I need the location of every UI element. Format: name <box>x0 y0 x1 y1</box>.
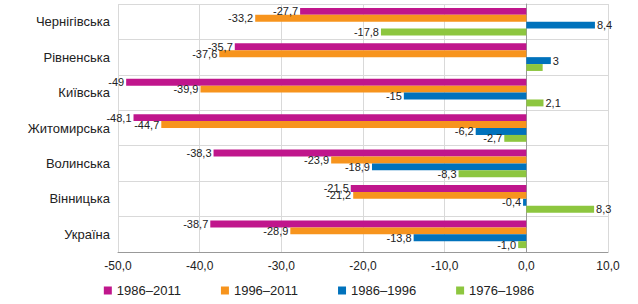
svg-text:1986–2011: 1986–2011 <box>117 283 181 298</box>
svg-text:-15: -15 <box>386 90 402 102</box>
svg-text:-18,9: -18,9 <box>345 161 370 173</box>
svg-text:-38,7: -38,7 <box>183 218 208 230</box>
svg-text:-38,3: -38,3 <box>186 147 211 159</box>
svg-text:-10,0: -10,0 <box>431 259 459 273</box>
svg-text:-21,2: -21,2 <box>326 189 351 201</box>
svg-text:-28,9: -28,9 <box>263 225 288 237</box>
svg-text:-44,7: -44,7 <box>134 119 159 131</box>
svg-text:-13,8: -13,8 <box>387 232 412 244</box>
svg-text:Україна: Україна <box>64 227 111 242</box>
svg-text:Житомирська: Житомирська <box>28 121 111 136</box>
svg-text:-23,9: -23,9 <box>304 154 329 166</box>
svg-text:-49: -49 <box>108 76 124 88</box>
svg-text:-37,6: -37,6 <box>192 48 217 60</box>
svg-text:1976–1986: 1976–1986 <box>469 283 534 298</box>
svg-text:-1,0: -1,0 <box>497 239 516 251</box>
svg-text:-8,3: -8,3 <box>438 168 457 180</box>
svg-text:-30,0: -30,0 <box>268 259 296 273</box>
svg-text:Чернігівська: Чернігівська <box>36 14 111 29</box>
svg-text:10,0: 10,0 <box>596 259 620 273</box>
svg-text:Вінницька: Вінницька <box>49 191 110 206</box>
svg-text:-39,9: -39,9 <box>173 83 198 95</box>
svg-text:-27,7: -27,7 <box>273 5 298 17</box>
svg-text:-48,1: -48,1 <box>106 112 131 124</box>
svg-text:1996–2011: 1996–2011 <box>234 283 298 298</box>
svg-text:-17,8: -17,8 <box>354 26 379 38</box>
svg-text:-20,0: -20,0 <box>349 259 377 273</box>
svg-text:8,4: 8,4 <box>597 19 612 31</box>
svg-text:1986–1996: 1986–1996 <box>351 283 416 298</box>
svg-text:-33,2: -33,2 <box>228 12 253 24</box>
svg-text:2,1: 2,1 <box>545 97 560 109</box>
svg-text:8,3: 8,3 <box>596 203 611 215</box>
svg-text:Київська: Київська <box>58 85 110 100</box>
svg-text:-0,4: -0,4 <box>502 196 521 208</box>
svg-text:-35,7: -35,7 <box>207 40 233 53</box>
svg-text:-6,2: -6,2 <box>455 125 474 137</box>
svg-text:3: 3 <box>553 55 559 67</box>
svg-text:Рівненська: Рівненська <box>43 50 110 65</box>
svg-text:0,0: 0,0 <box>518 259 535 273</box>
svg-text:Волинська: Волинська <box>46 156 111 171</box>
svg-text:-2,7: -2,7 <box>483 132 502 144</box>
svg-text:-40,0: -40,0 <box>186 259 214 273</box>
svg-text:-50,0: -50,0 <box>104 259 132 273</box>
